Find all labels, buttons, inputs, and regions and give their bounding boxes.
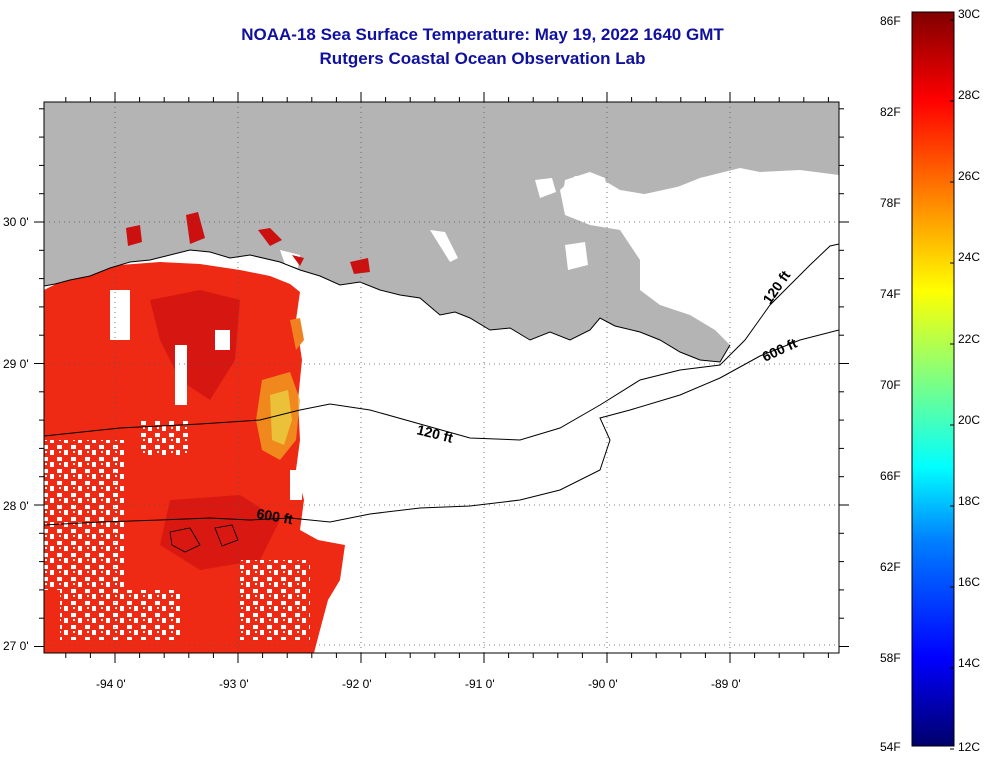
lon-label: -92 0' <box>342 677 372 691</box>
contour-label: 600 ft <box>255 505 294 527</box>
colorbar-f-label: 58F <box>880 651 901 665</box>
colorbar-c-label: 20C <box>958 413 980 427</box>
colorbar-f-label: 82F <box>880 105 901 119</box>
lon-label: -90 0' <box>588 677 618 691</box>
colorbar-f-label: 66F <box>880 469 901 483</box>
colorbar-c-label: 12C <box>958 740 980 754</box>
colorbar-c-label: 24C <box>958 250 980 264</box>
lon-label: -91 0' <box>465 677 495 691</box>
map-frame <box>43 101 840 654</box>
graticule <box>44 102 839 653</box>
colorbar-c-label: 28C <box>958 88 980 102</box>
colorbar-c-label: 16C <box>958 575 980 589</box>
colorbar-f-label: 62F <box>880 560 901 574</box>
colorbar-f-label: 74F <box>880 287 901 301</box>
colorbar-labels: 86F 82F 78F 74F 70F 66F 62F 58F 54F 30C … <box>880 7 980 754</box>
colorbar-ticks <box>950 19 954 750</box>
colorbar <box>911 11 955 747</box>
map-area <box>44 102 839 653</box>
contour-600ft <box>44 329 839 526</box>
lat-label: 28 0' <box>3 499 29 513</box>
lon-label: -93 0' <box>219 677 249 691</box>
lat-label: 27 0' <box>3 639 29 653</box>
map-subtitle: Rutgers Coastal Ocean Observation Lab <box>319 49 646 68</box>
colorbar-f-label: 70F <box>880 378 901 392</box>
colorbar-c-label: 30C <box>958 7 980 21</box>
colorbar-c-label: 26C <box>958 169 980 183</box>
lat-label: 29 0' <box>3 357 29 371</box>
contour-120ft <box>44 243 839 441</box>
colorbar-c-label: 22C <box>958 332 980 346</box>
colorbar-c-label: 18C <box>958 494 980 508</box>
colorbar-f-label: 54F <box>880 740 901 754</box>
map-title: NOAA-18 Sea Surface Temperature: May 19,… <box>241 25 724 44</box>
lon-label: -89 0' <box>711 677 741 691</box>
colorbar-f-label: 86F <box>880 14 901 28</box>
lon-label: -94 0' <box>96 677 126 691</box>
colorbar-f-label: 78F <box>880 196 901 210</box>
colorbar-c-label: 14C <box>958 656 980 670</box>
lat-label: 30 0' <box>3 215 29 229</box>
axis-ticks <box>34 92 849 663</box>
